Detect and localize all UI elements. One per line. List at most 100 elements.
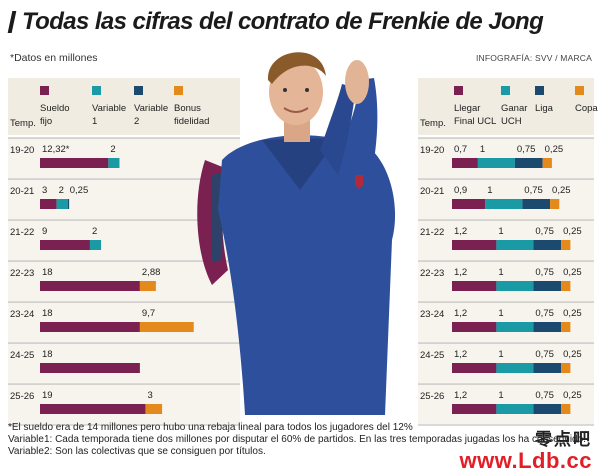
player-photo (197, 52, 396, 415)
player-hair (267, 52, 326, 84)
right-bar-segment (452, 240, 497, 250)
left-bar-segment (40, 363, 140, 373)
right-bar-segment (561, 322, 571, 332)
footnote-variable1: Variable1: Cada temporada tiene dos mill… (8, 434, 586, 445)
left-bar-segment (89, 240, 102, 250)
right-bar-segment (550, 199, 560, 209)
right-bar-segment (452, 199, 486, 209)
right-value-label: 1 (498, 390, 503, 401)
left-bar-segment (139, 322, 194, 332)
left-legend-swatch (174, 86, 183, 95)
right-value-label: 1 (498, 308, 503, 319)
footnote-salary: *El sueldo era de 14 millones pero hubo … (8, 422, 413, 433)
left-season-label: 21-22 (10, 227, 34, 238)
right-legend-label: Final UCL (454, 116, 496, 127)
watermark: 零点吧 www.Ldb.cc (459, 425, 592, 474)
left-value-label: 2 (92, 226, 97, 237)
left-value-label: 19 (42, 390, 53, 401)
right-bar-segment (496, 240, 534, 250)
right-legend-label: Copa (575, 103, 598, 114)
left-legend-label: 2 (134, 116, 139, 127)
right-bar-segment (452, 363, 497, 373)
right-bar-segment (561, 240, 571, 250)
left-bar-segment (145, 404, 163, 414)
left-value-label: 3 (42, 185, 47, 196)
right-season-label: 25-26 (420, 391, 444, 402)
right-value-label: 0,25 (563, 267, 582, 278)
right-season-label: 21-22 (420, 227, 444, 238)
right-value-label: 1,2 (454, 308, 467, 319)
right-value-label: 0,75 (535, 349, 554, 360)
left-legend-label: Variable (134, 103, 168, 114)
right-bar-segment (452, 322, 497, 332)
right-value-label: 0,25 (563, 308, 582, 319)
right-value-label: 1,2 (454, 267, 467, 278)
right-bar-segment (496, 281, 534, 291)
right-value-label: 1 (498, 267, 503, 278)
right-bar-segment (522, 199, 551, 209)
right-legend-swatch (454, 86, 463, 95)
watermark-text: 零点吧 (535, 430, 592, 449)
right-bar-segment (514, 158, 543, 168)
right-value-label: 0,75 (535, 390, 554, 401)
right-value-label: 1,2 (454, 226, 467, 237)
left-value-label: 2,88 (142, 267, 161, 278)
right-legend-swatch (575, 86, 584, 95)
left-bar-segment (40, 322, 140, 332)
page-title: Todas las cifras del contrato de Frenkie… (7, 6, 544, 38)
left-value-label: 18 (42, 267, 53, 278)
right-value-label: 1 (480, 144, 485, 155)
right-bar-segment (561, 281, 571, 291)
right-value-label: 0,25 (563, 390, 582, 401)
right-value-label: 1,2 (454, 349, 467, 360)
right-legend-label: Liga (535, 103, 554, 114)
right-bar-segment (452, 281, 497, 291)
left-value-label: 9,7 (142, 308, 155, 319)
right-season-label: 24-25 (420, 350, 444, 361)
left-value-label: 9 (42, 226, 47, 237)
right-bar-segment (542, 158, 552, 168)
left-legend-label: Bonus (174, 103, 201, 114)
right-bar-segment (533, 363, 562, 373)
infographic-credit: INFOGRAFÍA: SVV / MARCA (475, 53, 592, 63)
left-season-label: 25-26 (10, 391, 34, 402)
right-value-label: 0,25 (563, 226, 582, 237)
right-bar-segment (533, 322, 562, 332)
left-bar-segment (40, 199, 57, 209)
player-eye-left (283, 88, 287, 92)
right-bar-segment (496, 322, 534, 332)
right-bar-segment (561, 363, 571, 373)
left-legend-label: 1 (92, 116, 97, 127)
right-season-label: 19-20 (420, 145, 444, 156)
left-legend-label: Variable (92, 103, 126, 114)
right-bar-segment (533, 404, 562, 414)
left-temp-header: Temp. (10, 118, 36, 129)
left-legend-label: fijo (40, 116, 52, 127)
left-season-label: 24-25 (10, 350, 34, 361)
right-temp-header: Temp. (420, 118, 446, 129)
right-value-label: 0,9 (454, 185, 467, 196)
right-value-label: 1 (498, 226, 503, 237)
right-season-label: 22-23 (420, 268, 444, 279)
right-legend-label: Llegar (454, 103, 480, 114)
right-value-label: 1 (498, 349, 503, 360)
watermark-url: www.Ldb.cc (459, 448, 592, 473)
right-season-label: 20-21 (420, 186, 444, 197)
right-bar-segment (533, 281, 562, 291)
right-value-label: 1 (487, 185, 492, 196)
left-legend-label: fidelidad (174, 116, 209, 127)
right-bar-segment (561, 404, 571, 414)
left-bar-segment (67, 199, 70, 209)
right-legend-label: Ganar (501, 103, 527, 114)
right-value-label: 0,25 (563, 349, 582, 360)
right-value-label: 0,7 (454, 144, 467, 155)
left-season-label: 20-21 (10, 186, 34, 197)
right-legend-swatch (501, 86, 510, 95)
right-bar-segment (496, 404, 534, 414)
left-legend-swatch (134, 86, 143, 95)
left-value-label: 2 (59, 185, 64, 196)
player-collar (262, 138, 338, 190)
right-bar-segment (533, 240, 562, 250)
left-value-label: 2 (110, 144, 115, 155)
